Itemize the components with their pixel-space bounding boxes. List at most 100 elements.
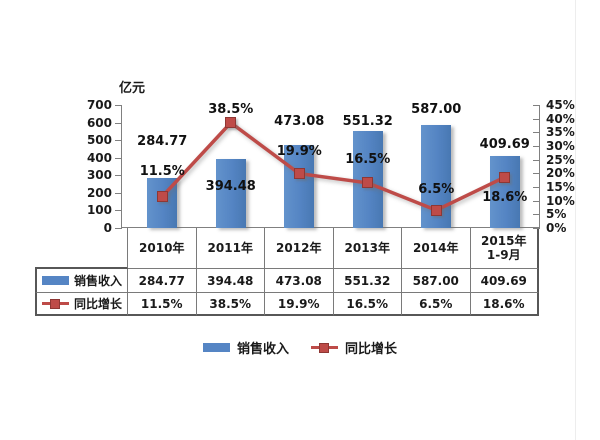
bar-data-label: 587.00 [411,102,462,117]
right-axis-tick [533,214,540,216]
left-axis-tick [115,157,122,159]
left-y-axis-line [121,105,122,228]
table-cell: 473.08 [265,269,334,293]
table-cell: 6.5% [402,293,471,316]
legend-label: 同比增长 [345,342,398,357]
left-axis-title: 亿元 [119,81,146,96]
line-data-label: 19.9% [276,144,322,159]
right-axis-tick [533,105,540,106]
chart-legend: 销售收入 同比增长 [0,338,600,357]
left-axis-tick [115,122,122,124]
table-header-line1: 2013年 [344,241,390,255]
bar-data-label: 284.77 [137,134,188,149]
table-header-cell: 2012年 [265,228,334,269]
left-axis-tick-label: 500 [86,133,112,148]
chart-data-table: 2010年 2011年 2012年 2013年 2014年 2015年 1-9月… [35,228,539,316]
table-cell: 18.6% [470,293,539,316]
table-header-line1: 2011年 [207,241,253,255]
table-row-revenue-name: 销售收入 [35,269,128,293]
line-data-label: 38.5% [208,102,254,117]
left-axis-tick-label: 400 [86,150,112,165]
right-axis-tick [533,173,540,175]
right-axis-tick [533,159,540,161]
right-axis-tick [533,200,540,202]
right-axis-tick-label: 20% [546,166,575,181]
line-data-label: 18.6% [482,190,528,205]
right-axis-tick-label: 5% [546,207,567,222]
right-axis-tick-label: 15% [546,180,575,194]
right-axis-tick [533,187,540,188]
line-marker-2012年 [293,168,305,180]
table-cell: 16.5% [333,293,402,316]
bar-series-key-icon [202,343,230,352]
right-axis-tick-label: 25% [546,152,575,167]
table-header-line1: 2010年 [139,241,185,255]
left-axis-tick [115,228,122,229]
line-data-label: 16.5% [345,152,391,167]
legend-item-growth: 同比增长 [311,338,397,357]
table-header-cell: 2015年 1-9月 [470,228,539,269]
right-y-axis-line [539,105,540,228]
legend-label: 销售收入 [236,342,289,357]
table-cell: 19.9% [265,293,334,316]
line-marker-2011年 [225,117,237,129]
table-header-line2: 1-9月 [486,248,521,262]
bar-2010年 [147,177,178,228]
series-name-label: 销售收入 [74,274,123,288]
table-corner-cell [35,228,128,269]
right-axis-tick-label: 40% [546,111,575,126]
right-axis-tick-label: 30% [546,139,575,153]
left-axis-tick-label: 100 [86,203,112,218]
table-cell: 587.00 [402,269,471,293]
left-axis-tick [115,210,122,212]
line-marker-icon [50,298,60,309]
line-marker-2015年1-9月 [499,171,511,183]
bar-data-label: 394.48 [205,179,256,194]
table-header-cell: 2010年 [128,228,197,269]
right-axis-tick-label: 45% [546,98,575,112]
line-series-key-icon [42,298,69,309]
x-axis-line [121,227,540,228]
table-header-line1: 2015年 [481,234,527,248]
table-header-cell: 2014年 [402,228,471,269]
table-header-line1: 2014年 [413,241,459,255]
table-cell: 284.77 [128,269,197,293]
right-axis-tick [533,118,540,120]
table-cell: 551.32 [333,269,402,293]
left-axis-tick [115,175,122,177]
left-axis-tick-label: 0 [103,221,112,235]
line-data-label: 6.5% [418,182,455,197]
line-marker-2010年 [156,191,168,203]
right-axis-tick-label: 35% [546,125,575,140]
right-axis-tick-label: 10% [546,193,575,208]
table-cell: 38.5% [196,293,265,316]
left-axis-tick-label: 700 [86,98,112,112]
line-series-key-icon [311,342,338,353]
right-axis-tick [533,132,540,134]
line-marker-2014年 [430,204,442,216]
left-axis-tick [115,105,122,106]
bar-data-label: 409.69 [479,137,530,152]
line-data-label: 11.5% [139,164,185,179]
table-cell: 394.48 [196,269,265,293]
table-header-cell: 2011年 [196,228,265,269]
bar-series-key-icon [42,276,69,285]
left-axis-tick-label: 300 [86,168,112,183]
table-cell: 11.5% [128,293,197,316]
bar-data-label: 473.08 [274,114,325,129]
table-header-line1: 2012年 [276,241,322,255]
left-axis-tick-label: 600 [86,115,112,130]
left-axis-tick-label: 200 [86,185,112,200]
line-marker-icon [319,342,329,353]
table-cell: 409.69 [470,269,539,293]
table-header-cell: 2013年 [333,228,402,269]
chart-frame-edge [575,0,576,440]
right-axis-tick-label: 0% [546,221,567,235]
line-marker-2013年 [362,177,374,189]
series-name-label: 同比增长 [74,297,123,311]
bar-data-label: 551.32 [342,114,393,129]
legend-item-revenue: 销售收入 [202,338,289,357]
right-axis-tick [533,146,540,147]
left-axis-tick [115,192,122,194]
